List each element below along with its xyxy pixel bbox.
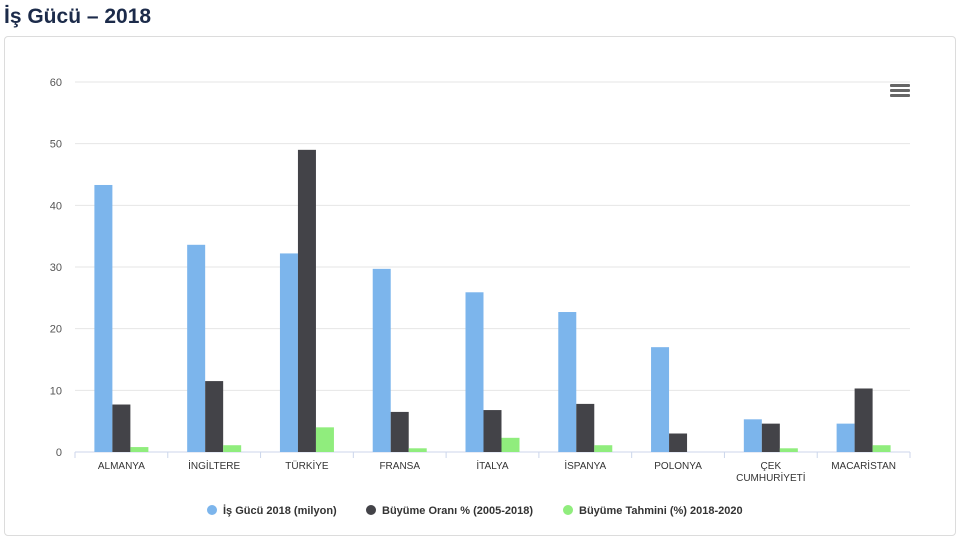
bar[interactable] <box>130 447 149 452</box>
x-tick-label: İNGİLTERE <box>188 459 240 472</box>
bar[interactable] <box>854 388 873 452</box>
x-tick-label: ALMANYA <box>98 461 145 472</box>
bar[interactable] <box>315 427 334 452</box>
bar[interactable] <box>558 312 577 452</box>
bar[interactable] <box>408 448 427 452</box>
y-tick-label: 10 <box>50 385 62 397</box>
bar[interactable] <box>205 381 224 452</box>
bar[interactable] <box>872 445 891 452</box>
y-tick-label: 30 <box>50 262 62 274</box>
bars <box>94 149 891 453</box>
legend-label[interactable]: İş Gücü 2018 (milyon) <box>223 504 337 517</box>
legend: İş Gücü 2018 (milyon) Büyüme Oranı % (200… <box>207 504 743 517</box>
y-tick-label: 40 <box>50 200 62 212</box>
page-title: İş Gücü – 2018 <box>4 5 152 28</box>
bar[interactable] <box>651 347 670 452</box>
bar[interactable] <box>779 448 798 452</box>
x-tick-label: İSPANYA <box>564 459 606 472</box>
chart-card <box>4 36 956 536</box>
bar[interactable] <box>669 433 688 453</box>
hamburger-menu-icon[interactable] <box>890 84 910 100</box>
bar[interactable] <box>372 268 391 452</box>
x-tick-label: POLONYA <box>654 461 702 472</box>
bar[interactable] <box>297 149 316 453</box>
y-tick-label: 50 <box>50 139 62 151</box>
y-tick-label: 60 <box>50 77 62 89</box>
x-tick-label: İTALYA <box>476 459 509 472</box>
x-tick-label: CUMHURİYETİ <box>736 471 805 484</box>
y-axis-ticks: 0 10 20 30 40 50 60 <box>50 77 62 459</box>
bar[interactable] <box>187 244 206 452</box>
legend-marker[interactable] <box>366 505 376 515</box>
legend-marker[interactable] <box>563 505 573 515</box>
y-tick-label: 20 <box>50 324 62 336</box>
bar[interactable] <box>594 445 613 452</box>
x-tick-label: FRANSA <box>379 461 420 472</box>
bar[interactable] <box>836 423 855 452</box>
x-axis: ALMANYA İNGİLTERE TÜRKİYE FRANSA İTALYA İSPAN… <box>74 452 911 484</box>
bar[interactable] <box>112 404 131 452</box>
legend-label[interactable]: Büyüme Oranı % (2005-2018) <box>382 505 533 517</box>
bar[interactable] <box>279 253 298 452</box>
bar[interactable] <box>223 445 242 452</box>
bar[interactable] <box>94 184 113 452</box>
bar[interactable] <box>743 419 762 452</box>
legend-marker[interactable] <box>207 505 217 515</box>
bar[interactable] <box>390 411 409 452</box>
legend-label[interactable]: Büyüme Tahmini (%) 2018-2020 <box>579 505 743 517</box>
x-tick-label: ÇEK <box>761 461 782 472</box>
bar[interactable] <box>465 292 484 452</box>
x-tick-label: TÜRKİYE <box>285 459 329 472</box>
bar[interactable] <box>761 423 780 452</box>
bar[interactable] <box>501 437 520 452</box>
bar[interactable] <box>483 410 502 452</box>
y-tick-label: 0 <box>56 447 62 459</box>
x-tick-label: MACARİSTAN <box>831 459 896 472</box>
grid-lines <box>75 81 910 453</box>
bar[interactable] <box>576 403 595 452</box>
